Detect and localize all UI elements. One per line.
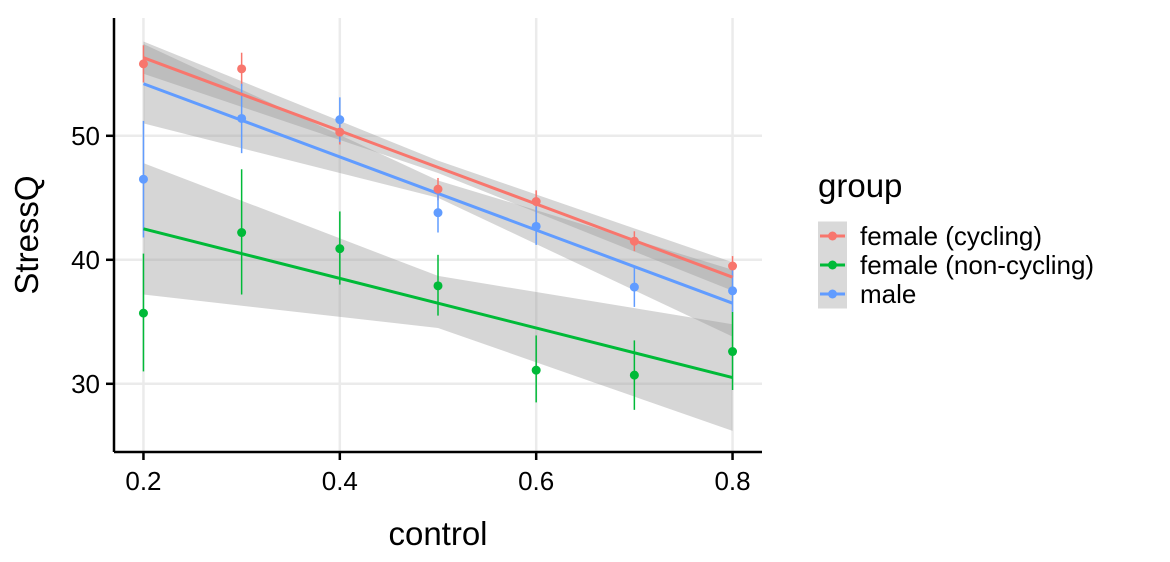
- legend-key-point-1: [828, 260, 837, 270]
- x-axis-title: control: [388, 515, 487, 552]
- data-point-0-0: [138, 59, 148, 69]
- axis-ticks: 0.2 0.4 0.6 0.8 30 40 50: [71, 121, 751, 496]
- data-point-0-1: [237, 64, 247, 74]
- y-tick-label-1: 40: [71, 245, 100, 275]
- x-tick-label-3: 0.8: [714, 466, 750, 496]
- legend-item-0: female (cycling): [818, 221, 1042, 251]
- data-point-2-3: [433, 208, 443, 218]
- data-points: [138, 59, 738, 380]
- data-point-2-5: [629, 282, 639, 292]
- data-point-1-6: [728, 347, 738, 357]
- data-point-1-0: [138, 308, 148, 318]
- y-axis-title: StressQ: [8, 175, 45, 294]
- x-tick-label-1: 0.4: [322, 466, 358, 496]
- data-point-0-3: [433, 184, 443, 194]
- legend-key-point-2: [828, 289, 837, 299]
- data-point-2-1: [237, 113, 247, 123]
- legend: group female (cycling)female (non-cyclin…: [818, 167, 1094, 309]
- x-tick-label-0: 0.2: [125, 466, 161, 496]
- data-point-0-2: [335, 127, 345, 137]
- legend-key-point-0: [828, 231, 837, 241]
- trend-line-1: [143, 227, 733, 380]
- y-tick-label-2: 50: [71, 121, 100, 151]
- data-point-2-4: [531, 221, 541, 231]
- legend-label-1: female (non-cycling): [860, 250, 1094, 280]
- axes: [112, 18, 762, 454]
- data-point-0-5: [629, 236, 639, 246]
- data-point-1-5: [629, 370, 639, 380]
- data-point-2-0: [138, 174, 148, 184]
- legend-label-2: male: [860, 279, 916, 309]
- legend-label-0: female (cycling): [860, 221, 1042, 251]
- legend-title: group: [818, 167, 902, 204]
- data-point-0-4: [531, 197, 541, 207]
- data-point-2-6: [728, 286, 738, 296]
- y-tick-label-0: 30: [71, 369, 100, 399]
- data-point-2-2: [335, 115, 345, 125]
- data-point-1-1: [237, 228, 247, 238]
- data-point-0-6: [728, 261, 738, 271]
- confidence-bands: [143, 41, 733, 431]
- data-point-1-3: [433, 281, 443, 291]
- data-point-1-4: [531, 365, 541, 375]
- data-point-1-2: [335, 244, 345, 254]
- x-tick-label-2: 0.6: [518, 466, 554, 496]
- legend-item-2: male: [818, 279, 916, 309]
- legend-item-1: female (non-cycling): [818, 250, 1094, 280]
